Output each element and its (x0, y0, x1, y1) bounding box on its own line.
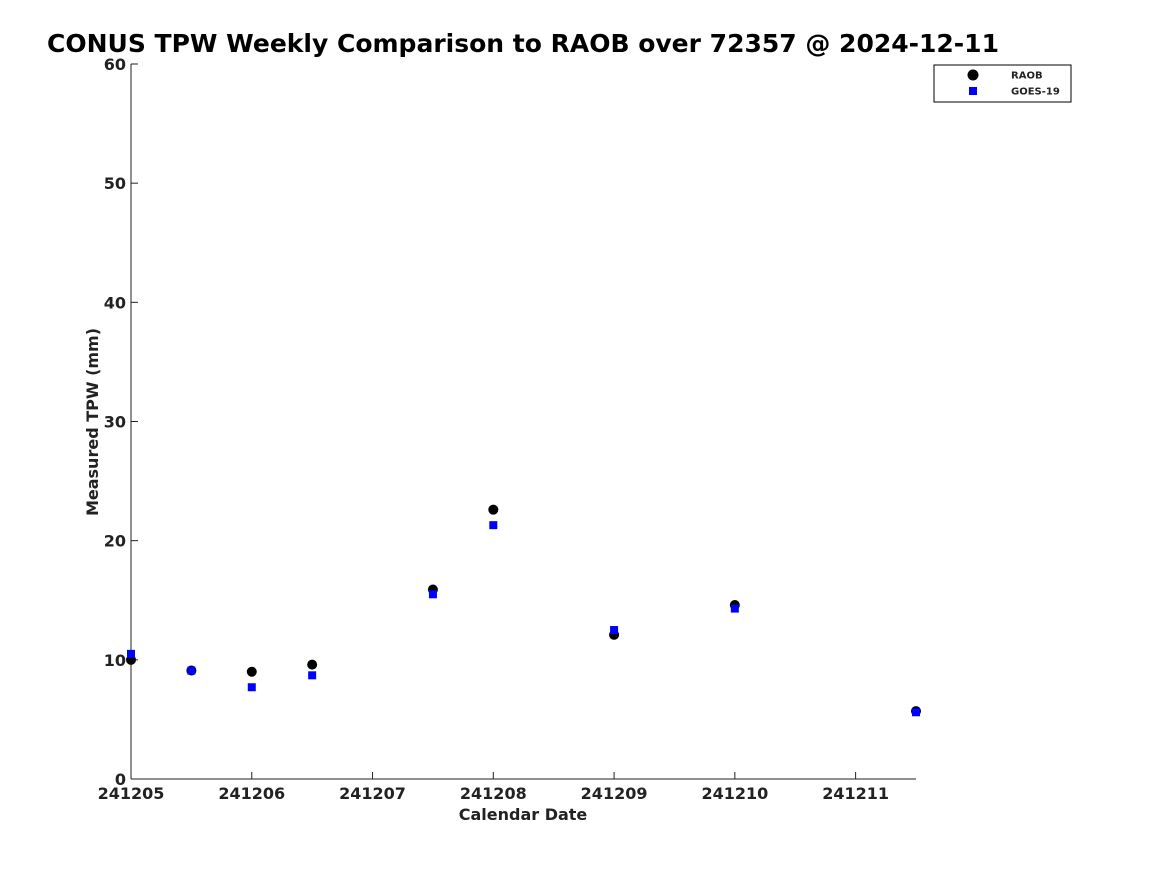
x-axis-ticks: 241205 241206 241207 241208 241209 241210 2412… (98, 772, 889, 803)
x-tick-label: 241207 (339, 784, 406, 803)
legend-label-raob: RAOB (1011, 71, 1043, 82)
chart-title: CONUS TPW Weekly Comparison to RAOB over… (47, 29, 999, 58)
y-tick-label: 50 (104, 174, 126, 193)
legend-marker-goes-19 (969, 87, 977, 95)
x-axis-label: Calendar Date (459, 805, 588, 824)
x-tick-label: 241209 (581, 784, 648, 803)
data-point-goes-19 (308, 671, 317, 680)
series-layer (126, 504, 921, 717)
y-tick-label: 30 (104, 413, 126, 432)
data-point-raob (488, 504, 499, 515)
x-tick-label: 241206 (218, 784, 285, 803)
y-axis-ticks: 0 10 20 30 40 50 60 (104, 55, 138, 789)
y-tick-label: 10 (104, 651, 126, 670)
y-tick-label: 60 (104, 55, 126, 74)
legend-marker-raob (967, 69, 979, 81)
x-tick-label: 241211 (822, 784, 889, 803)
y-tick-label: 20 (104, 532, 126, 551)
data-point-raob (307, 659, 318, 670)
y-tick-label: 40 (104, 293, 126, 312)
data-point-goes-19 (730, 604, 739, 613)
data-point-goes-19 (912, 708, 920, 717)
legend-box (933, 64, 1072, 103)
data-point-goes-19 (489, 521, 498, 530)
legend: RAOB GOES-19 (933, 64, 1072, 103)
series-goes-19 (127, 521, 920, 717)
data-point-goes-19 (428, 590, 437, 599)
x-tick-label: 241205 (98, 784, 165, 803)
x-tick-label: 241210 (701, 784, 768, 803)
legend-label-goes-19: GOES-19 (1011, 87, 1060, 98)
data-point-goes-19 (247, 683, 256, 692)
x-tick-label: 241208 (460, 784, 527, 803)
data-point-raob (246, 666, 257, 677)
data-point-goes-19 (187, 666, 196, 675)
series-raob (126, 504, 921, 717)
y-tick-label: 0 (115, 770, 126, 789)
data-point-goes-19 (610, 626, 619, 635)
y-axis-label: Measured TPW (mm) (83, 328, 102, 516)
data-point-goes-19 (127, 649, 135, 658)
